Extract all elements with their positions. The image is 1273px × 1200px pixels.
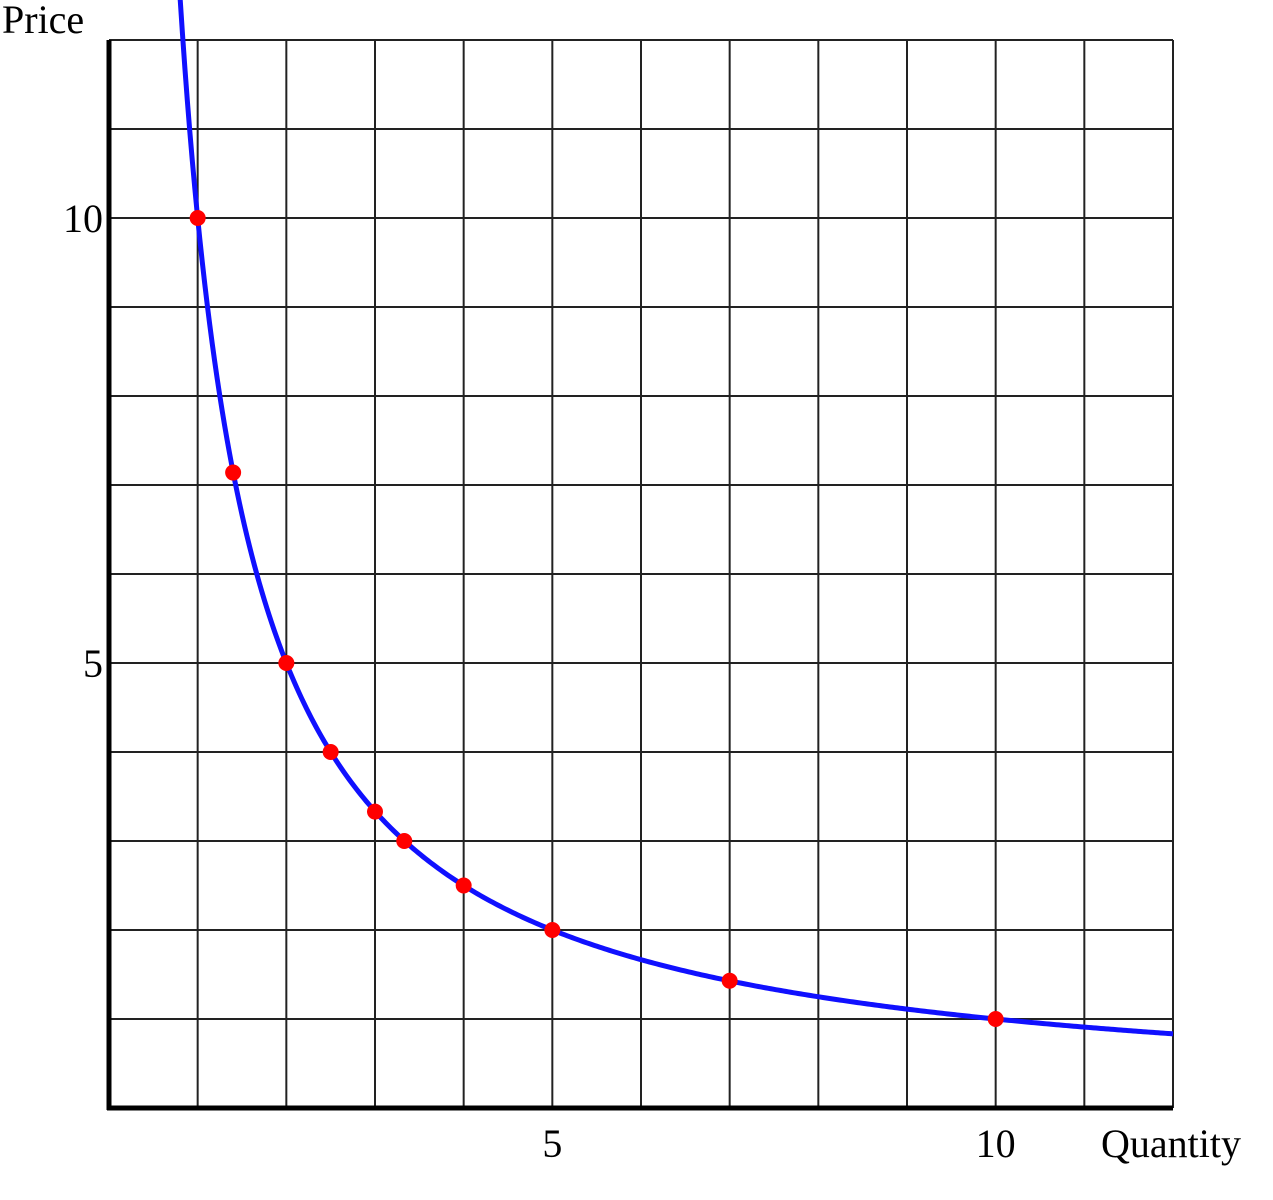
- curve-layer: [177, 0, 1174, 1037]
- data-point-4: [367, 803, 383, 820]
- data-point-9: [987, 1011, 1004, 1027]
- data-point-3: [322, 744, 339, 760]
- data-point-2: [278, 655, 295, 671]
- x-tick-label-10: 10: [976, 1121, 1016, 1166]
- demand-curve-0: [177, 0, 1174, 1037]
- labels: Price Quantity 5 10 5 10: [2, 0, 1241, 1166]
- data-point-8: [721, 972, 738, 989]
- y-tick-label-5: 5: [83, 641, 103, 686]
- grid: [109, 39, 1174, 1108]
- data-point-6: [455, 877, 472, 894]
- data-points: [189, 210, 1004, 1027]
- axes: [106, 40, 1173, 1111]
- data-point-7: [544, 922, 561, 938]
- y-axis-label: Price: [2, 0, 84, 42]
- y-tick-label-10: 10: [63, 196, 103, 241]
- data-point-0: [189, 210, 206, 226]
- data-point-1: [225, 464, 242, 481]
- x-axis-label: Quantity: [1101, 1121, 1241, 1166]
- data-point-5: [396, 833, 413, 849]
- x-tick-label-5: 5: [542, 1121, 562, 1166]
